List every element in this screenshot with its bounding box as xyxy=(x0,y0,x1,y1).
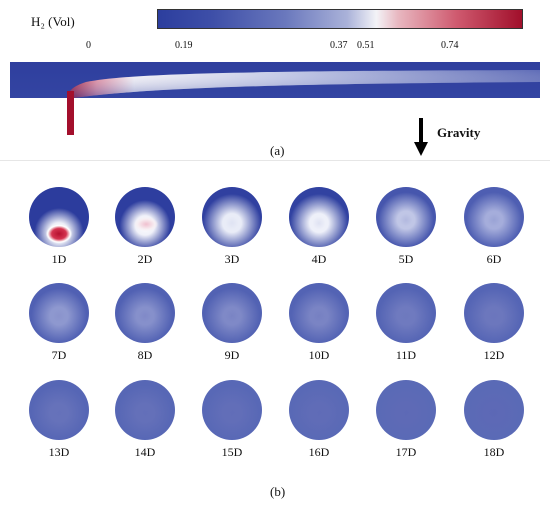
cross-section: 17D xyxy=(374,380,438,460)
cross-section: 15D xyxy=(200,380,264,460)
cross-section-label: 17D xyxy=(395,445,417,459)
cross-section-contour xyxy=(115,380,175,440)
cross-section: 14D xyxy=(113,380,177,460)
cross-section-contour xyxy=(202,380,262,440)
cross-section: 10D xyxy=(287,283,351,363)
hydrogen-plume xyxy=(68,62,540,98)
panel-a-label: (a) xyxy=(270,143,285,158)
cross-section-label: 2D xyxy=(137,252,153,266)
cross-section: 5D xyxy=(374,187,438,267)
cross-section-label: 10D xyxy=(308,348,330,362)
gravity-label: Gravity xyxy=(437,125,481,140)
panel-b-label: (b) xyxy=(270,484,286,499)
cross-section-contour xyxy=(202,187,262,247)
cross-section: 1D xyxy=(27,187,91,267)
cross-section: 13D xyxy=(27,380,91,460)
colorbar-tick: 0.19 xyxy=(175,40,193,51)
cross-section: 11D xyxy=(374,283,438,363)
cross-section-label: 15D xyxy=(221,445,243,459)
cross-section-label: 13D xyxy=(48,445,70,459)
cross-section-contour xyxy=(29,187,89,247)
cross-section: 8D xyxy=(113,283,177,363)
colorbar-variable-label: H₂ (Vol) xyxy=(31,14,75,29)
cross-section-label: 14D xyxy=(134,445,156,459)
cross-section-contour xyxy=(115,283,175,343)
colorbar xyxy=(157,9,523,29)
cross-section-contour xyxy=(464,283,524,343)
cross-section-contour xyxy=(289,187,349,247)
gravity-arrow-icon xyxy=(414,118,428,161)
cross-section-label: 5D xyxy=(398,252,414,266)
cross-section: 2D xyxy=(113,187,177,267)
cross-section-label: 12D xyxy=(483,348,505,362)
cross-section-label: 3D xyxy=(224,252,240,266)
colorbar-tick: 0.37 xyxy=(330,40,348,51)
cross-section-label: 4D xyxy=(311,252,327,266)
cross-section-contour xyxy=(115,187,175,247)
cross-section-contour xyxy=(376,187,436,247)
cross-section-contour xyxy=(202,283,262,343)
cross-section-contour xyxy=(376,283,436,343)
cross-section-label: 9D xyxy=(224,348,240,362)
cross-section-contour xyxy=(464,187,524,247)
cross-section-label: 8D xyxy=(137,348,153,362)
cross-section-contour xyxy=(464,380,524,440)
hydrogen-inlet-riser xyxy=(67,91,74,135)
colorbar-tick: 0.74 xyxy=(441,40,459,51)
cross-section: 18D xyxy=(462,380,526,460)
cross-section: 3D xyxy=(200,187,264,267)
cross-section-label: 1D xyxy=(51,252,67,266)
cross-section-label: 11D xyxy=(395,348,417,362)
colorbar-tick: 0 xyxy=(86,40,91,51)
colorbar-tick: 0.51 xyxy=(357,40,375,51)
cross-section-contour xyxy=(29,380,89,440)
cross-section-contour xyxy=(289,283,349,343)
cross-section: 6D xyxy=(462,187,526,267)
cross-section-label: 7D xyxy=(51,348,67,362)
cross-section: 9D xyxy=(200,283,264,363)
cross-section-contour xyxy=(29,283,89,343)
cross-section: 4D xyxy=(287,187,351,267)
cross-section-contour xyxy=(289,380,349,440)
cross-section-label: 6D xyxy=(486,252,502,266)
cross-section-contour xyxy=(376,380,436,440)
cross-section: 12D xyxy=(462,283,526,363)
cross-section-label: 16D xyxy=(308,445,330,459)
cross-section: 7D xyxy=(27,283,91,363)
cross-section-label: 18D xyxy=(483,445,505,459)
panel-divider xyxy=(0,160,550,161)
cross-section: 16D xyxy=(287,380,351,460)
